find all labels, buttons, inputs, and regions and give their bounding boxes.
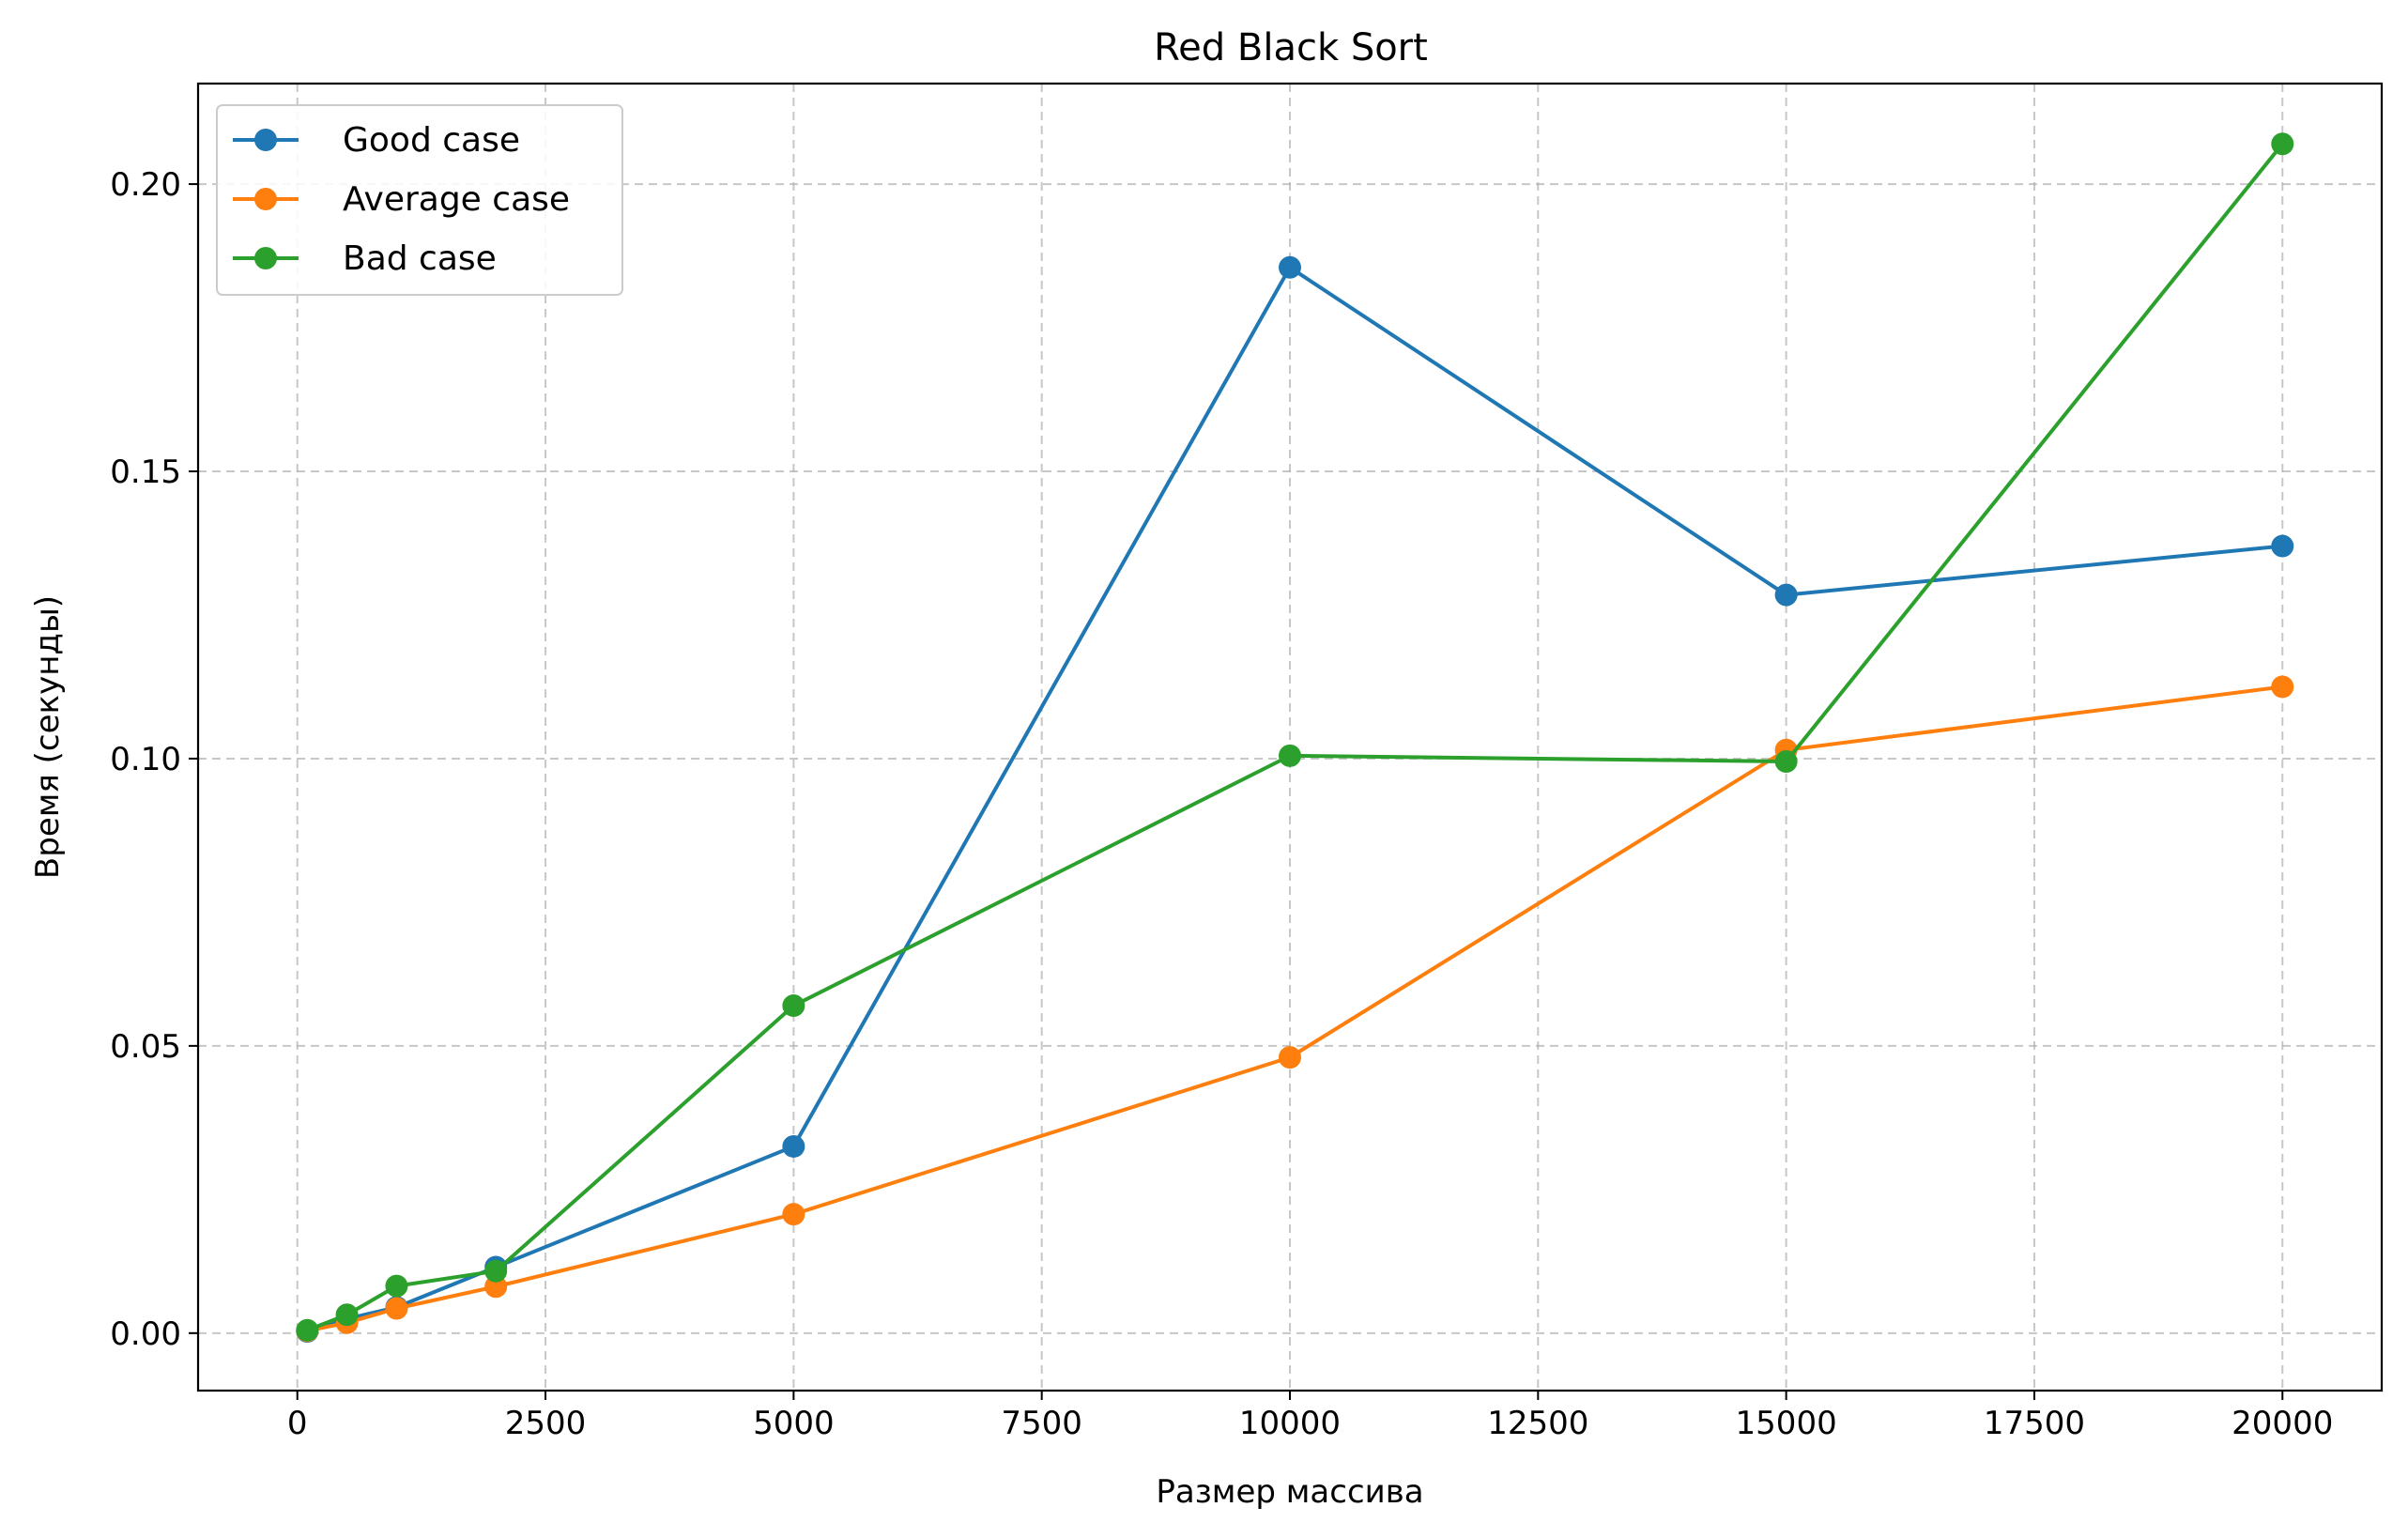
- data-point: [782, 1134, 805, 1158]
- data-point: [484, 1275, 508, 1299]
- y-tick-label: 0.00: [110, 1315, 181, 1353]
- data-point: [2271, 534, 2294, 558]
- series-line: [306, 142, 2284, 1332]
- legend-item: Average case: [233, 180, 570, 219]
- legend-marker: [254, 247, 277, 269]
- legend-label: Bad case: [343, 239, 497, 278]
- x-axis-label: Размер массива: [1156, 1473, 1423, 1511]
- data-point: [335, 1303, 359, 1327]
- data-point: [782, 994, 805, 1018]
- data-point: [2271, 132, 2294, 156]
- legend-label: Average case: [343, 180, 570, 219]
- chart-title: Red Black Sort: [1154, 26, 1428, 69]
- legend-item: Good case: [233, 121, 520, 160]
- legend-box: [216, 104, 623, 296]
- data-point: [1279, 744, 1301, 767]
- x-tick-label: 0: [287, 1405, 308, 1442]
- x-tick-label: 12500: [1487, 1405, 1588, 1442]
- x-tick-label: 10000: [1239, 1405, 1341, 1442]
- data-point: [1774, 583, 1798, 607]
- x-tick-label: 15000: [1736, 1405, 1837, 1442]
- y-tick-label: 0.05: [110, 1028, 181, 1066]
- data-point: [2271, 675, 2294, 699]
- y-axis-label: Время (секунды): [29, 595, 67, 879]
- y-tick-label: 0.10: [110, 741, 181, 778]
- x-tick-label: 7500: [1001, 1405, 1082, 1442]
- series-line: [306, 684, 2283, 1333]
- data-point: [296, 1318, 319, 1342]
- legend: Good case Average case Bad case: [216, 104, 623, 296]
- x-tick-label: 2500: [505, 1405, 587, 1442]
- y-axis-ticks: 0.00 0.05 0.10 0.15 0.20: [110, 166, 198, 1353]
- data-point: [1279, 1046, 1301, 1069]
- data-point: [1774, 750, 1798, 774]
- y-tick-label: 0.15: [110, 454, 181, 491]
- data-point: [782, 1203, 805, 1226]
- legend-marker: [254, 188, 277, 210]
- legend-item: Bad case: [233, 239, 497, 278]
- x-tick-label: 17500: [1984, 1405, 2085, 1442]
- data-point: [1279, 255, 1301, 279]
- series-bad-case: [296, 132, 2294, 1342]
- series-average-case: [296, 675, 2294, 1343]
- data-point: [385, 1297, 408, 1320]
- y-tick-label: 0.20: [110, 166, 181, 204]
- legend-label: Good case: [343, 121, 520, 160]
- x-tick-label: 5000: [753, 1405, 835, 1442]
- x-axis-ticks: 0 2500 5000 7500 10000 12500 15000 17500 20000: [287, 1391, 2333, 1442]
- legend-marker: [254, 129, 277, 151]
- data-point: [385, 1274, 408, 1298]
- series-layer: [296, 132, 2294, 1343]
- grid-lines: [198, 84, 2382, 1391]
- data-point: [484, 1259, 508, 1283]
- series-line: [306, 265, 2283, 1333]
- x-tick-label: 20000: [2232, 1405, 2333, 1442]
